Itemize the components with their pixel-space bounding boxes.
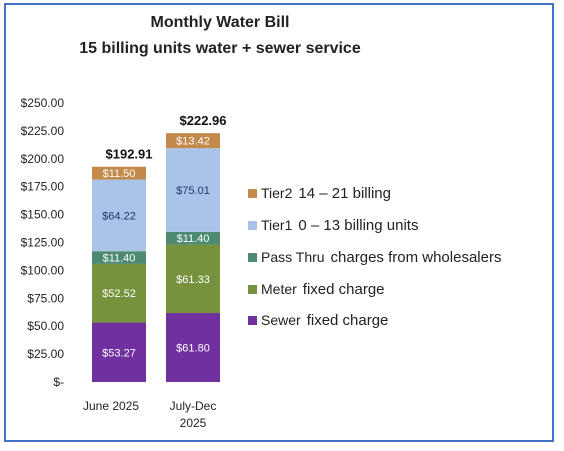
legend-swatch	[248, 188, 257, 198]
data-label: $52.52	[102, 288, 136, 300]
y-tick-label: $125.00	[21, 236, 65, 250]
bar-segment-meter	[166, 244, 220, 314]
legend-series-description: fixed charge	[302, 280, 385, 298]
x-category-label: July-Dec	[170, 399, 217, 413]
data-label: $61.33	[176, 274, 210, 286]
chart-title: Monthly Water Bill	[150, 14, 290, 31]
total-label: $222.96	[180, 113, 227, 128]
x-category-label: 2025	[180, 416, 207, 430]
y-tick-label: $25.00	[27, 347, 64, 361]
y-tick-label: $150.00	[21, 208, 65, 222]
y-tick-label: $225.00	[21, 124, 65, 138]
legend-item-pass-thru: Pass Thru charges from wholesalers	[248, 247, 501, 267]
bar-segment-tier2	[166, 133, 220, 149]
legend-item-tier2: Tier2 14 – 21 billing	[248, 183, 391, 203]
y-tick-label: $-	[53, 375, 64, 389]
y-tick-label: $50.00	[27, 319, 64, 333]
total-label: $192.91	[106, 147, 153, 162]
legend-series-name: Meter	[261, 281, 297, 297]
data-label: $11.50	[103, 168, 136, 180]
y-tick-label: $75.00	[27, 291, 64, 305]
data-label: $13.42	[176, 136, 210, 148]
bar-segment-tier2	[92, 166, 146, 180]
bar-segment-sewer	[92, 322, 146, 382]
legend-series-description: fixed charge	[306, 311, 389, 329]
bar-segment-sewer	[166, 313, 220, 382]
x-category-label: June 2025	[83, 399, 139, 413]
legend-swatch	[248, 220, 257, 230]
data-label: $11.40	[177, 233, 210, 245]
bar-segment-pass-thru	[92, 251, 146, 264]
data-label: $64.22	[102, 210, 136, 222]
legend-series-name: Pass Thru	[261, 249, 325, 265]
bar-segment-pass-thru	[166, 231, 220, 245]
legend-swatch	[248, 252, 257, 262]
y-tick-label: $250.00	[21, 96, 65, 110]
chart-subtitle: 15 billing units water + sewer service	[79, 40, 361, 57]
y-tick-label: $175.00	[21, 180, 65, 194]
legend-series-name: Tier1	[261, 217, 293, 233]
data-label: $53.27	[102, 347, 136, 359]
y-tick-label: $200.00	[21, 152, 65, 166]
data-label: $75.01	[176, 185, 210, 197]
bar-segment-tier1	[166, 148, 220, 232]
bar-segment-meter	[92, 263, 146, 323]
legend-series-name: Sewer	[261, 312, 301, 328]
legend-series-description: charges from wholesalers	[330, 248, 502, 266]
legend-series-name: Tier2	[261, 185, 293, 201]
data-label: $11.40	[103, 253, 136, 265]
legend-item-tier1: Tier1 0 – 13 billing units	[248, 215, 418, 235]
y-tick-label: $100.00	[21, 263, 65, 277]
legend-series-description: 0 – 13 billing units	[298, 216, 419, 234]
legend-item-sewer: Sewer fixed charge	[248, 310, 388, 330]
data-label: $61.80	[176, 343, 210, 355]
bar-segment-tier1	[92, 179, 146, 252]
legend-series-description: 14 – 21 billing	[298, 184, 391, 202]
legend-swatch	[248, 315, 257, 325]
legend-item-meter: Meter fixed charge	[248, 279, 385, 299]
legend-swatch	[248, 284, 257, 294]
